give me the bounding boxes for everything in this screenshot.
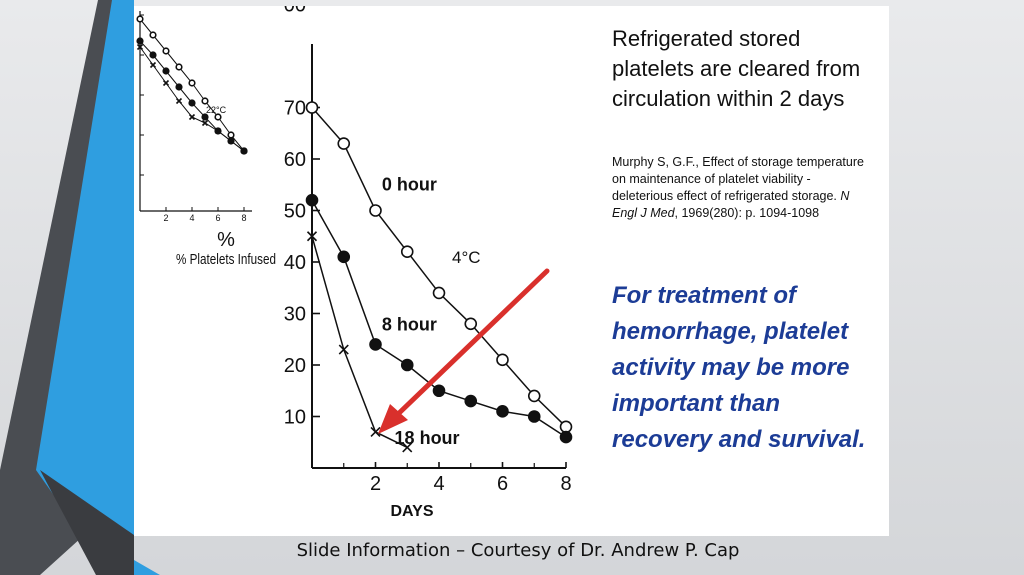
- data-point: [527, 410, 541, 423]
- series-label: 8 hour: [382, 314, 437, 334]
- temperature-label: 4°C: [452, 248, 481, 267]
- inset-data-point: [162, 47, 170, 55]
- x-tick-label: 4: [433, 473, 444, 495]
- data-point: [400, 358, 414, 372]
- inset-data-point: [201, 119, 209, 127]
- data-point: [305, 193, 319, 207]
- inset-data-point: [162, 79, 170, 87]
- headline: Refrigerated stored platelets are cleare…: [612, 26, 861, 111]
- inset-data-point: [240, 147, 248, 155]
- inset-data-point: [201, 113, 209, 121]
- inset-data-point: [175, 63, 183, 71]
- y-tick-label: 00: [284, 6, 306, 17]
- data-point: [496, 353, 509, 367]
- y-tick-label: 20: [284, 355, 306, 377]
- inset-data-point: [149, 51, 157, 59]
- main-chart: 10 20 30 40 50 60 70 00 2 4 6 8 4°C DAYS 0 hour 8 ho…: [284, 6, 573, 520]
- dark-stripe-lower: [40, 470, 134, 575]
- red-arrow: [378, 268, 550, 434]
- inset-data-point: [188, 79, 196, 87]
- x-tick-label: 8: [560, 473, 571, 495]
- inset-data-point: [175, 97, 183, 105]
- data-point: [464, 317, 478, 331]
- data-point: [337, 137, 351, 150]
- inset-data-point: [149, 61, 157, 69]
- x-axis-label: DAYS: [391, 503, 434, 520]
- y-tick-label: 50: [284, 201, 306, 223]
- citation-journal: N Engl J Med: [612, 189, 850, 220]
- citation-authors: Murphy S, G.F., Effect of storage temper…: [612, 155, 864, 203]
- series-label: 18 hour: [395, 428, 460, 448]
- data-point: [369, 204, 382, 217]
- inset-data-point: [188, 113, 196, 121]
- y-tick-label: 30: [284, 304, 306, 326]
- inset-x-tick-label: 6: [215, 213, 220, 223]
- data-point: [432, 286, 446, 300]
- data-point: [432, 384, 446, 398]
- inset-data-point: [227, 137, 235, 145]
- inset-x-tick-label: 2: [163, 213, 168, 223]
- inset-x-tick-label: 8: [241, 213, 246, 223]
- footer-credit: Slide Information – Courtesy of Dr. Andr…: [296, 540, 740, 561]
- series-line: [311, 236, 408, 449]
- data-point: [370, 426, 381, 438]
- inset-data-point: [149, 31, 157, 39]
- inset-data-point: [201, 97, 209, 105]
- inset-x-tick-label: 4: [189, 213, 194, 223]
- y-axis-label: % Platelets Infused: [176, 251, 276, 268]
- series-line: [311, 107, 567, 428]
- blue-stripe: [36, 0, 160, 575]
- series-line: [311, 199, 567, 438]
- emphasis-statement: For treatment of hemorrhage, platelet ac…: [612, 282, 866, 453]
- inset-annotation: 22°C: [206, 105, 227, 115]
- data-point: [559, 420, 573, 434]
- inset-data-point: [227, 131, 235, 139]
- inset-data-point: [214, 127, 222, 135]
- data-point: [464, 394, 478, 408]
- inset-data-point: [214, 113, 222, 121]
- y-tick-label: 10: [284, 407, 306, 429]
- y-axis-label-percent: %: [217, 229, 235, 251]
- citation-details: , 1969(280): p. 1094-1098: [674, 206, 820, 220]
- y-tick-label: 70: [284, 98, 306, 120]
- y-tick-label: 40: [284, 252, 306, 274]
- x-tick-label: 2: [370, 473, 381, 495]
- data-point: [306, 231, 318, 242]
- data-point: [337, 250, 351, 264]
- data-point: [559, 430, 573, 444]
- inset-data-point: [136, 15, 144, 23]
- series-label: 0 hour: [382, 175, 437, 195]
- data-point: [527, 389, 541, 403]
- inset-data-point: [175, 83, 183, 91]
- x-tick-label: 6: [497, 473, 508, 495]
- inset-data-point: [188, 99, 196, 107]
- data-point: [305, 101, 319, 114]
- inset-data-point: [162, 67, 170, 75]
- data-point: [402, 442, 413, 453]
- data-point: [338, 344, 349, 355]
- inset-data-point: [136, 43, 144, 51]
- inset-chart: 22°C 2 4 6 8: [136, 11, 252, 223]
- citation: Murphy S, G.F., Effect of storage temper…: [612, 154, 872, 222]
- data-point: [400, 245, 414, 258]
- data-point: [369, 338, 382, 351]
- y-tick-label: 60: [284, 149, 306, 171]
- data-point: [496, 405, 509, 418]
- inset-data-point: [136, 37, 144, 45]
